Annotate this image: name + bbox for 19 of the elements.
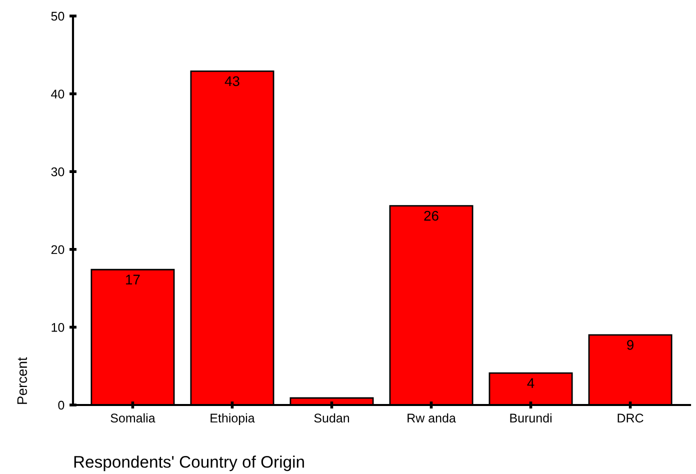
x-axis-title: Respondents' Country of Origin	[74, 456, 304, 472]
data-label: 17	[126, 274, 140, 284]
y-tick-label: 20	[51, 245, 64, 254]
x-tick-label: Somalia	[110, 413, 156, 423]
x-tick-label: DRC	[618, 414, 644, 423]
x-tick-label: Ethiopia	[210, 413, 255, 425]
x-tick-label: Sudan	[314, 413, 350, 423]
y-tick-label: 0	[58, 400, 64, 410]
y-tick-label: 50	[51, 12, 64, 21]
data-label: 43	[224, 76, 240, 86]
y-axis-title: Percent	[17, 357, 28, 404]
y-tick-label: 10	[52, 323, 64, 332]
data-label: 9	[627, 340, 634, 350]
y-tick-label: 30	[51, 167, 64, 176]
x-tick-label: Rw anda	[408, 413, 456, 423]
x-tick-label: Burundi	[510, 413, 552, 423]
data-label: 26	[424, 210, 438, 221]
y-tick-label: 40	[51, 90, 64, 98]
data-label: 4	[527, 378, 534, 388]
